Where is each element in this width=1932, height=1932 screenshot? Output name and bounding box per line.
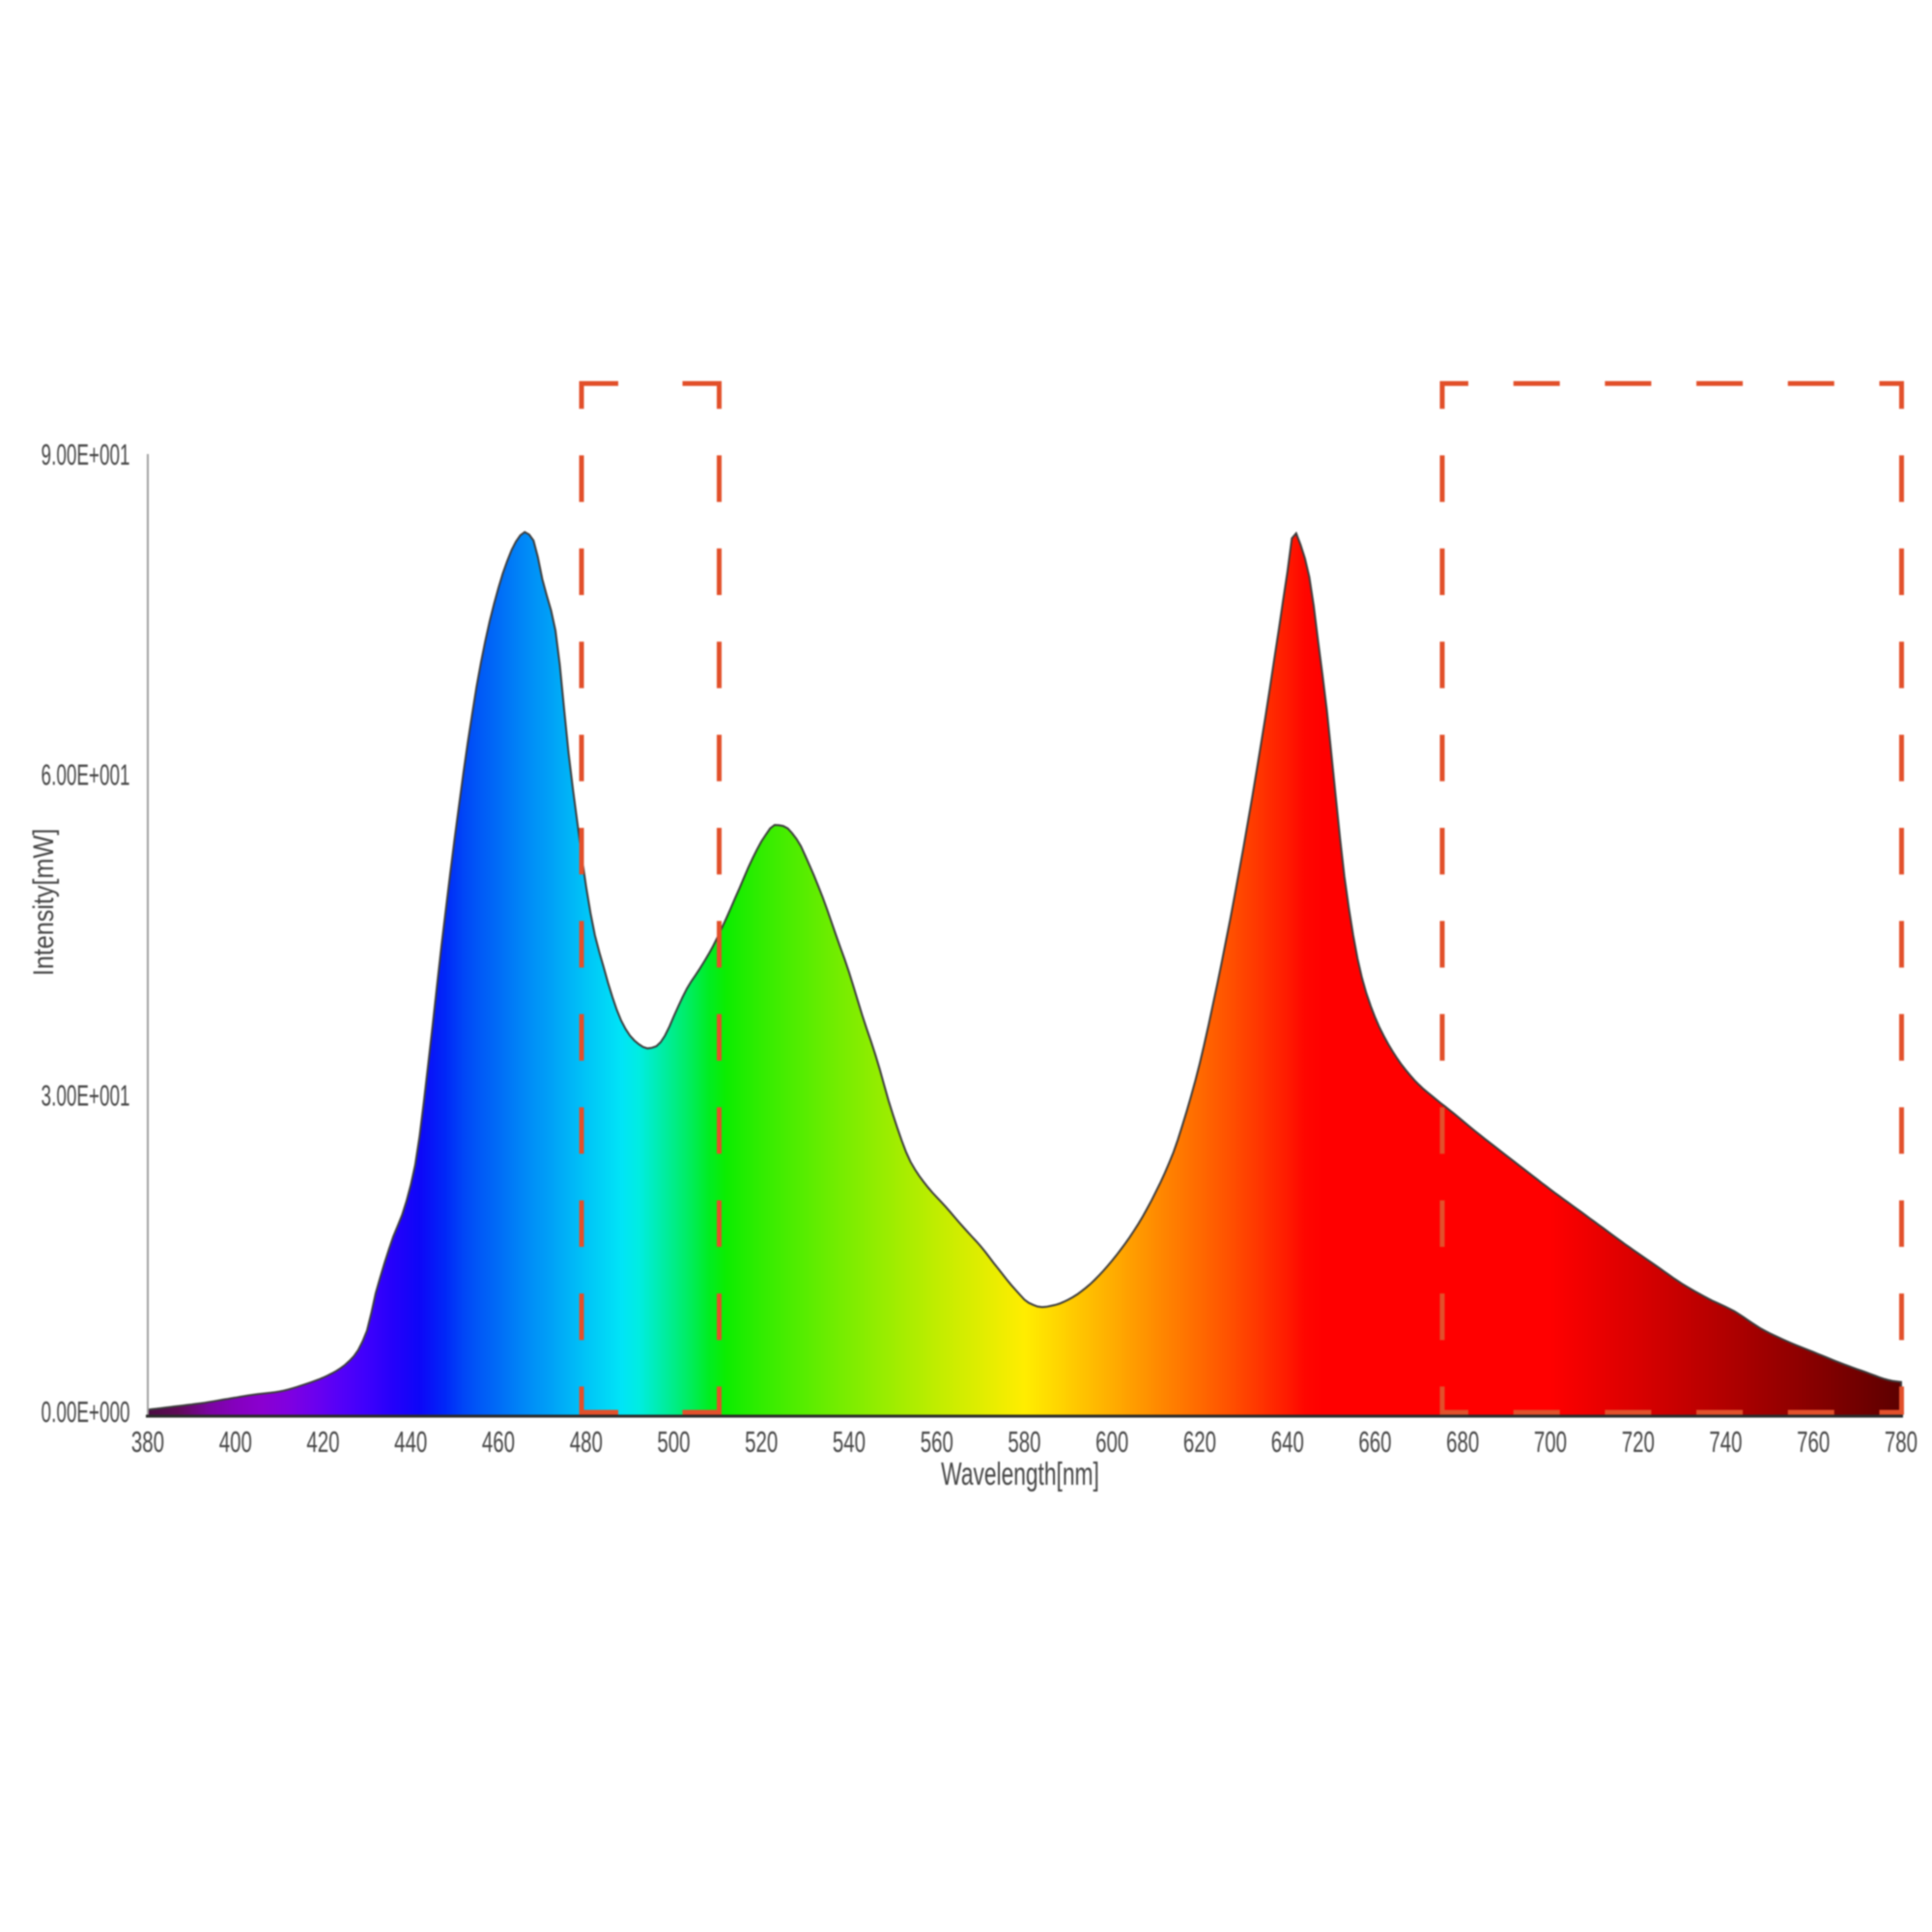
svg-text:9.00E+001: 9.00E+001 bbox=[42, 439, 130, 471]
svg-text:720: 720 bbox=[1622, 1425, 1655, 1459]
svg-text:520: 520 bbox=[745, 1425, 778, 1459]
svg-text:500: 500 bbox=[657, 1425, 690, 1459]
svg-text:740: 740 bbox=[1709, 1425, 1742, 1459]
svg-text:600: 600 bbox=[1095, 1425, 1128, 1459]
svg-text:680: 680 bbox=[1446, 1425, 1479, 1459]
svg-text:620: 620 bbox=[1183, 1425, 1216, 1459]
svg-text:6.00E+001: 6.00E+001 bbox=[42, 759, 130, 792]
svg-text:420: 420 bbox=[306, 1425, 339, 1459]
svg-text:700: 700 bbox=[1534, 1425, 1567, 1459]
svg-text:460: 460 bbox=[482, 1425, 515, 1459]
svg-text:Wavelength[nm]: Wavelength[nm] bbox=[941, 1457, 1099, 1492]
svg-text:780: 780 bbox=[1885, 1425, 1918, 1459]
svg-text:660: 660 bbox=[1358, 1425, 1391, 1459]
svg-text:400: 400 bbox=[219, 1425, 252, 1459]
svg-text:560: 560 bbox=[921, 1425, 953, 1459]
svg-text:380: 380 bbox=[131, 1425, 164, 1459]
svg-text:440: 440 bbox=[394, 1425, 427, 1459]
svg-text:Intensity[mW]: Intensity[mW] bbox=[27, 829, 60, 977]
svg-text:540: 540 bbox=[833, 1425, 866, 1459]
svg-text:480: 480 bbox=[570, 1425, 603, 1459]
svg-text:640: 640 bbox=[1271, 1425, 1304, 1459]
svg-text:580: 580 bbox=[1008, 1425, 1040, 1459]
svg-text:3.00E+001: 3.00E+001 bbox=[42, 1080, 130, 1113]
svg-text:0.00E+000: 0.00E+000 bbox=[42, 1396, 130, 1429]
svg-text:760: 760 bbox=[1797, 1425, 1830, 1459]
